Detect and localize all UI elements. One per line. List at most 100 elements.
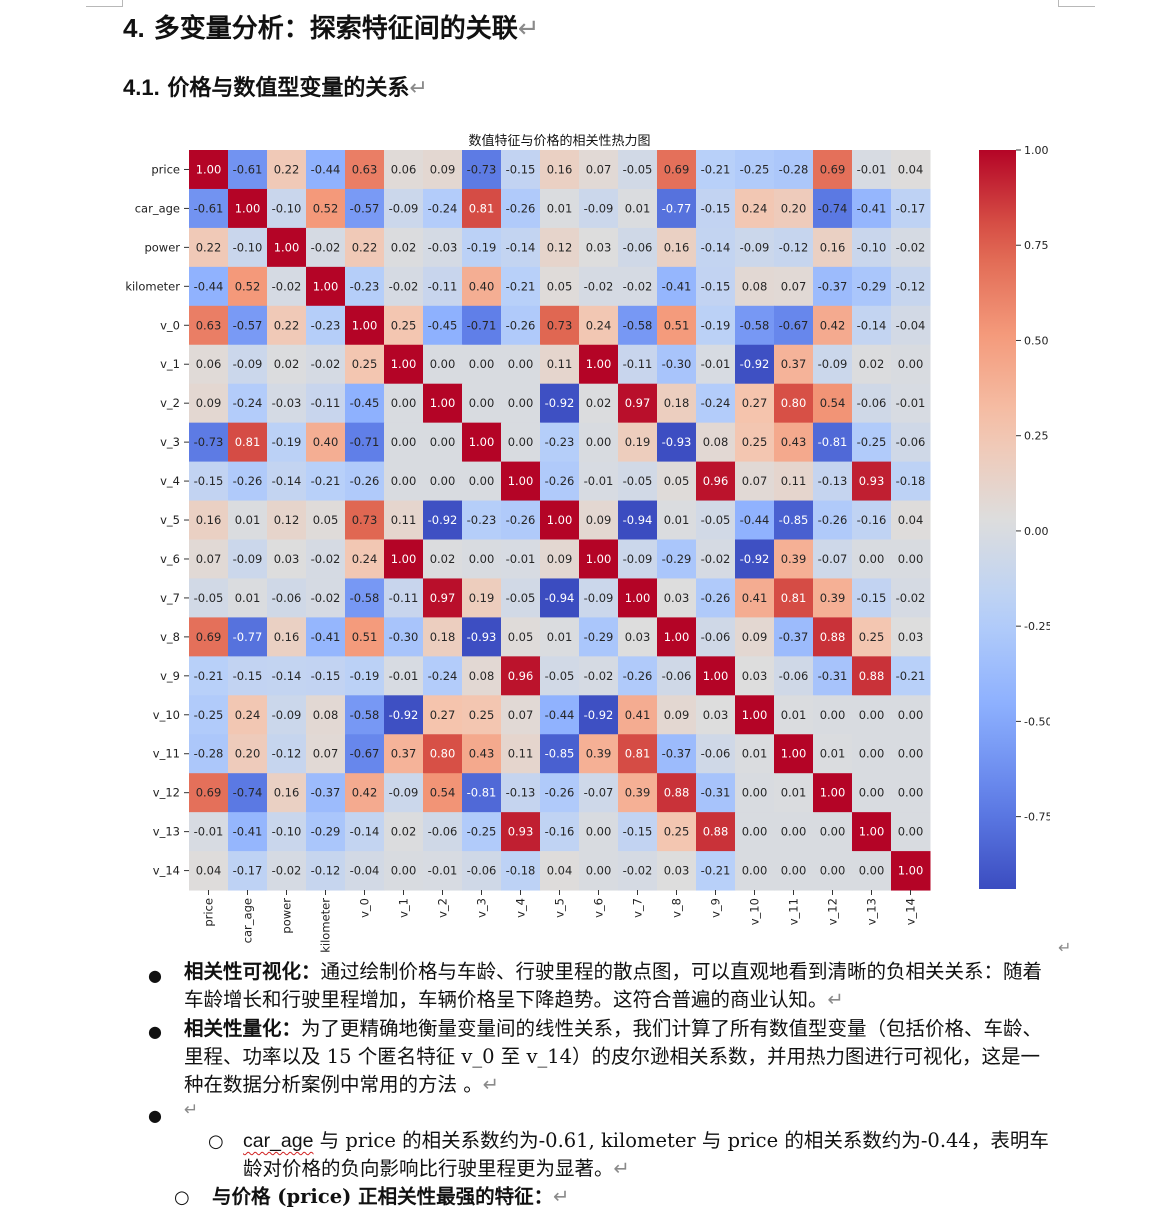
heatmap-cell: [267, 150, 307, 190]
heatmap-cell: [579, 617, 619, 657]
heatmap-cell: [267, 227, 307, 268]
cell-value-label: 0.80: [781, 396, 807, 410]
colorbar-tick-label: -0.75: [1024, 811, 1050, 824]
bullet-paragraph: 相关性量化：为了更精确地衡量变量间的线性关系，我们计算了所有数值型变量（包括价格…: [184, 1015, 1054, 1099]
cell-value-label: 0.09: [547, 552, 573, 566]
x-tick-label: v_10: [748, 898, 762, 925]
heatmap-cell: [891, 773, 931, 813]
heatmap-cell: [462, 344, 502, 385]
heatmap-cell: [579, 656, 619, 696]
heatmap-cell: [462, 422, 502, 463]
bullet-paragraph: 相关性可视化：通过绘制价格与车龄、行驶里程的散点图，可以直观地看到清晰的负相关关…: [184, 958, 1054, 1014]
cell-value-label: -0.06: [272, 591, 302, 605]
cell-value-label: 0.25: [664, 825, 690, 839]
cell-value-label: 0.00: [859, 708, 885, 722]
x-tick-label: v_11: [787, 898, 801, 925]
heatmap-cell: [774, 539, 814, 579]
heatmap-cell: [189, 734, 229, 774]
y-tick-label: v_5: [160, 513, 180, 527]
cell-value-label: -0.10: [272, 201, 302, 215]
heatmap-cell: [306, 851, 346, 891]
heatmap-cell: [735, 812, 775, 852]
heatmap-cell: [852, 773, 892, 813]
heatmap-cell: [189, 617, 229, 657]
heatmap-cell: [852, 383, 892, 424]
cell-value-label: 0.43: [469, 747, 495, 761]
heatmap-cell: [618, 305, 658, 346]
heading-number: 4.: [123, 13, 145, 43]
heatmap-cell: [735, 344, 775, 385]
heading-text: 价格与数值型变量的关系: [167, 75, 410, 101]
heatmap-cell: [462, 851, 502, 891]
heatmap-cell: [462, 695, 502, 735]
cell-value-label: 0.00: [742, 786, 768, 800]
cell-value-label: -0.05: [623, 474, 653, 488]
heatmap-cell: [579, 851, 619, 891]
heatmap-cell: [423, 617, 463, 657]
heatmap-cell: [228, 617, 268, 657]
heading-text: 多变量分析：探索特征间的关联: [153, 14, 518, 44]
heatmap-cell: [813, 578, 853, 618]
heatmap-cell: [579, 812, 619, 852]
cell-value-label: 0.00: [859, 864, 885, 878]
cell-value-label: 0.07: [781, 279, 807, 293]
heatmap-cell: [735, 851, 775, 891]
cell-value-label: 1.00: [352, 318, 378, 332]
cell-value-label: -0.09: [740, 240, 770, 254]
heatmap-cell: [228, 500, 268, 540]
heatmap-cell: [540, 227, 580, 268]
cell-value-label: -0.30: [662, 357, 692, 371]
cell-value-label: -0.14: [857, 318, 887, 332]
heatmap-cell: [696, 150, 736, 190]
heatmap-cell: [891, 812, 931, 852]
cell-value-label: 0.16: [664, 240, 690, 254]
heatmap-cell: [423, 656, 463, 696]
heatmap-cell: [579, 266, 619, 307]
heatmap-cell: [189, 656, 229, 696]
cell-value-label: -0.26: [545, 474, 575, 488]
heatmap-cell: [657, 266, 697, 307]
cell-value-label: -0.01: [896, 396, 926, 410]
y-tick-label: v_2: [160, 396, 180, 410]
cell-value-label: -0.01: [389, 669, 419, 683]
cell-value-label: 1.00: [898, 864, 924, 878]
y-tick-label: v_12: [153, 786, 180, 800]
cell-value-label: 0.81: [625, 747, 651, 761]
subsection-heading: 4.1. 价格与数值型变量的关系↵: [123, 70, 428, 102]
heatmap-cell: [228, 150, 268, 190]
heatmap-cell: [579, 578, 619, 618]
heatmap-cell: [891, 383, 931, 424]
cell-value-label: 0.22: [196, 240, 222, 254]
heatmap-cell: [501, 656, 541, 696]
paragraph-mark: ↵: [613, 1157, 630, 1180]
cell-value-label: -0.21: [896, 669, 926, 683]
heatmap-cell: [696, 812, 736, 852]
cell-value-label: 0.00: [586, 864, 612, 878]
heatmap-cell: [540, 656, 580, 696]
heatmap-cell: [696, 656, 736, 696]
cell-value-label: -0.12: [272, 747, 302, 761]
heatmap-cell: [774, 150, 814, 190]
heatmap-cell: [228, 461, 268, 502]
cell-value-label: -0.73: [194, 435, 224, 449]
cell-value-label: -0.11: [623, 357, 653, 371]
cell-value-label: -0.14: [506, 240, 536, 254]
heatmap-cell: [774, 188, 814, 229]
cell-value-label: -0.61: [233, 162, 263, 176]
x-tick-label: v_2: [436, 898, 450, 918]
cell-value-label: 0.63: [196, 318, 222, 332]
cell-value-label: 1.00: [508, 474, 534, 488]
x-tick-label: v_8: [670, 898, 684, 918]
cell-value-label: -0.06: [857, 396, 887, 410]
heatmap-cell: [618, 617, 658, 657]
heatmap-cell: [345, 422, 385, 463]
cell-value-label: -0.09: [272, 708, 302, 722]
heatmap-cell: [813, 188, 853, 229]
cell-value-label: 0.07: [586, 162, 612, 176]
bullet-lead: 相关性量化：: [184, 1017, 302, 1040]
cell-value-label: -0.21: [311, 474, 341, 488]
cell-value-label: 0.52: [235, 279, 261, 293]
cell-value-label: 0.07: [313, 747, 339, 761]
cell-value-label: 0.18: [430, 630, 456, 644]
cell-value-label: 0.00: [898, 747, 924, 761]
